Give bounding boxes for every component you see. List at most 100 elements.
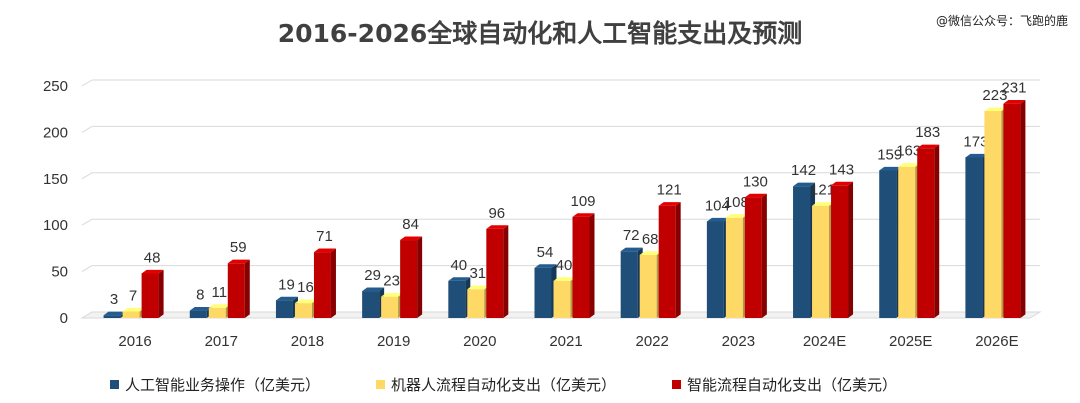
bar-top bbox=[812, 202, 835, 206]
data-label: 104 bbox=[705, 197, 730, 214]
data-label: 143 bbox=[829, 161, 854, 178]
grid-line-side bbox=[81, 265, 93, 273]
bar-top bbox=[725, 214, 748, 218]
data-label: 142 bbox=[791, 162, 816, 179]
y-tick-label: 150 bbox=[43, 171, 68, 188]
bar bbox=[917, 148, 935, 318]
bar-side bbox=[848, 181, 854, 318]
bar bbox=[965, 157, 983, 318]
data-label: 130 bbox=[743, 173, 768, 190]
bar-top bbox=[1003, 100, 1026, 104]
grid-line-side bbox=[81, 218, 93, 226]
grid-line-side bbox=[81, 172, 93, 180]
bar bbox=[122, 311, 140, 318]
data-label: 23 bbox=[383, 273, 400, 290]
bar-top bbox=[294, 299, 317, 304]
bar-top bbox=[103, 311, 126, 316]
bar bbox=[706, 221, 724, 318]
bar-top bbox=[362, 287, 385, 292]
legend-swatch-ai-operations bbox=[110, 380, 119, 389]
data-label: 223 bbox=[982, 87, 1007, 104]
bar bbox=[1003, 103, 1021, 319]
legend-label-ai-operations: 人工智能业务操作（亿美元） bbox=[125, 376, 321, 394]
bar bbox=[400, 240, 418, 318]
bar-side bbox=[589, 213, 595, 318]
bar-top bbox=[639, 251, 662, 255]
legend-item-ipa-spending: 智能流程自动化支出（亿美元） bbox=[672, 374, 897, 395]
bar-top bbox=[313, 248, 336, 253]
bar bbox=[553, 280, 571, 318]
bar-side bbox=[503, 225, 509, 318]
data-label: 84 bbox=[402, 216, 419, 233]
data-label: 231 bbox=[1001, 80, 1026, 97]
legend-swatch-rpa-spending bbox=[376, 380, 386, 389]
bar bbox=[486, 228, 504, 318]
x-tick-label: 2025E bbox=[889, 333, 932, 350]
bar-top bbox=[917, 144, 940, 149]
grid-line-side bbox=[81, 125, 93, 133]
data-label: 31 bbox=[469, 265, 486, 282]
legend-swatch-ipa-spending bbox=[672, 380, 682, 389]
bar bbox=[898, 166, 916, 318]
bar-side bbox=[675, 202, 681, 318]
watermark: @微信公众号：飞跑的鹿 bbox=[935, 14, 1068, 28]
data-label: 29 bbox=[364, 267, 381, 284]
bar-side bbox=[330, 248, 336, 318]
data-label: 108 bbox=[724, 194, 749, 211]
bar bbox=[639, 254, 657, 318]
bar-top bbox=[275, 296, 298, 301]
bar-top bbox=[620, 247, 643, 252]
bar bbox=[831, 185, 849, 318]
x-tick-label: 2022 bbox=[635, 333, 668, 350]
data-label: 3 bbox=[110, 291, 118, 308]
x-tick-label: 2026E bbox=[975, 333, 1018, 350]
bar-top bbox=[381, 293, 404, 297]
bar bbox=[362, 291, 380, 318]
data-label: 109 bbox=[570, 193, 595, 210]
data-label: 121 bbox=[810, 182, 835, 199]
data-label: 68 bbox=[642, 231, 659, 248]
bar-top bbox=[553, 277, 576, 281]
legend-item-ai-operations: 人工智能业务操作（亿美元） bbox=[110, 374, 320, 395]
data-label: 40 bbox=[556, 257, 573, 274]
bar-top bbox=[572, 213, 595, 217]
data-label: 71 bbox=[316, 228, 333, 245]
data-label: 16 bbox=[297, 279, 314, 296]
data-label: 159 bbox=[877, 146, 902, 163]
data-label: 183 bbox=[915, 124, 940, 141]
bar-side bbox=[417, 236, 423, 318]
bar-top bbox=[984, 107, 1007, 112]
x-tick-label: 2023 bbox=[722, 333, 755, 350]
bar bbox=[294, 303, 312, 318]
x-tick-label: 2017 bbox=[205, 333, 238, 350]
data-label: 7 bbox=[129, 288, 137, 305]
x-tick-label: 2024E bbox=[803, 333, 846, 350]
data-label: 163 bbox=[896, 143, 921, 160]
grid-line-side bbox=[81, 79, 93, 87]
bar-top bbox=[965, 153, 988, 158]
bar bbox=[725, 217, 743, 318]
data-label: 11 bbox=[211, 284, 227, 301]
x-tick-label: 2016 bbox=[118, 333, 151, 350]
data-label: 59 bbox=[230, 239, 247, 256]
bar bbox=[189, 310, 207, 318]
y-tick-label: 200 bbox=[43, 124, 68, 141]
bar-top bbox=[141, 269, 164, 274]
bar-top bbox=[793, 182, 816, 187]
bar-top bbox=[658, 202, 681, 206]
y-tick-label: 250 bbox=[43, 78, 68, 95]
bar bbox=[793, 186, 811, 318]
bar bbox=[208, 307, 226, 318]
bar bbox=[812, 205, 830, 318]
data-label: 48 bbox=[144, 249, 161, 266]
bar-top bbox=[898, 163, 921, 167]
y-tick-label: 50 bbox=[51, 264, 68, 281]
bar-top bbox=[831, 181, 854, 186]
data-label: 173 bbox=[963, 133, 988, 150]
bar-side bbox=[244, 259, 250, 318]
bar bbox=[879, 170, 897, 318]
bar bbox=[103, 315, 121, 318]
bar bbox=[313, 252, 331, 318]
chart-title: 2016-2026全球自动化和人工智能支出及预测 bbox=[277, 19, 803, 48]
